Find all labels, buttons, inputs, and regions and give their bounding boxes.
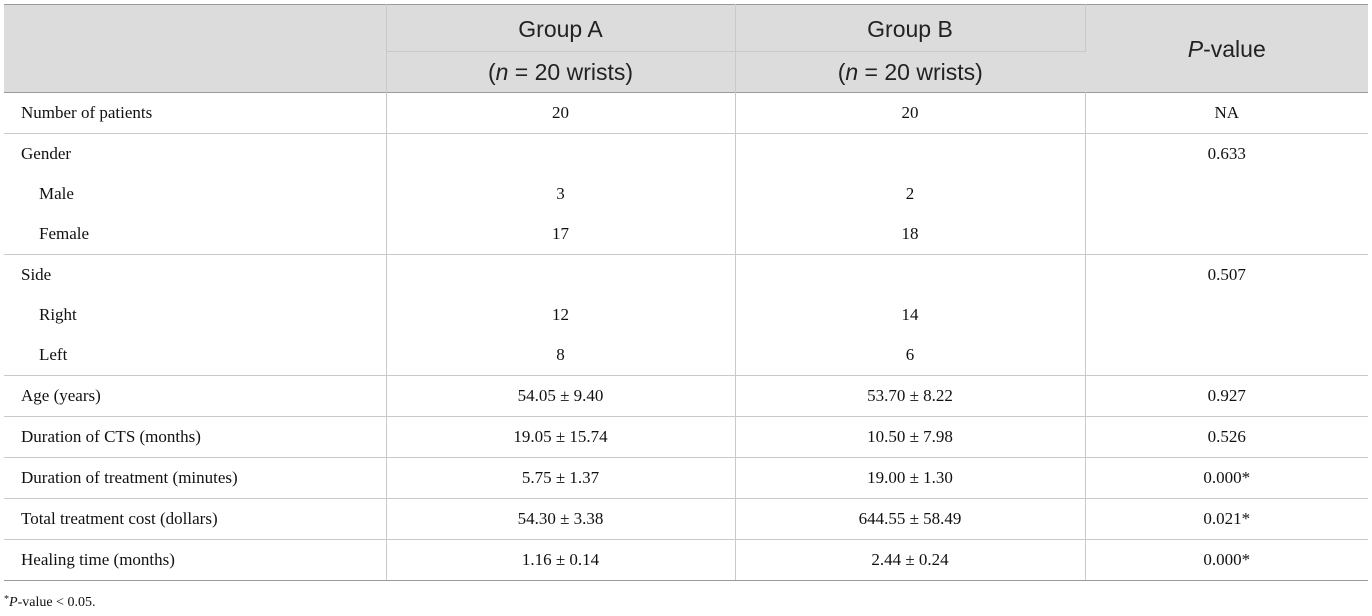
table-body: Number of patients 20 20 NA Gender 0.633… xyxy=(4,92,1368,581)
row-label: Left xyxy=(4,335,387,376)
cell-group-a: 3 xyxy=(386,174,736,214)
cell-group-b: 20 xyxy=(735,92,1086,134)
row-label: Gender xyxy=(4,133,387,174)
row-label: Side xyxy=(4,254,387,295)
row-label: Age (years) xyxy=(4,375,387,417)
table-row: Male 3 2 xyxy=(4,174,1368,214)
table-row: Number of patients 20 20 NA xyxy=(4,92,1368,134)
table-row: Duration of CTS (months) 19.05 ± 15.74 1… xyxy=(4,416,1368,458)
footnote-text: -value < 0.05. xyxy=(17,595,96,610)
row-label: Female xyxy=(4,214,387,255)
cell-group-b: 53.70 ± 8.22 xyxy=(735,375,1086,417)
row-label: Total treatment cost (dollars) xyxy=(4,498,387,540)
cell-pvalue: NA xyxy=(1085,92,1368,134)
table-row: Age (years) 54.05 ± 9.40 53.70 ± 8.22 0.… xyxy=(4,375,1368,417)
cell-pvalue xyxy=(1085,335,1368,376)
table-row: Side 0.507 xyxy=(4,254,1368,295)
header-group-b-n: (n = 20 wrists) xyxy=(735,51,1085,93)
data-table: Group A Group B P-value (n = 20 wrists) … xyxy=(4,4,1368,581)
cell-group-b: 10.50 ± 7.98 xyxy=(735,416,1086,458)
header-group-a-n-prefix: ( xyxy=(487,58,496,85)
cell-group-a: 17 xyxy=(386,214,736,255)
table-row: Right 12 14 xyxy=(4,295,1368,335)
cell-pvalue: 0.633 xyxy=(1207,144,1246,163)
cell-group-b xyxy=(735,254,1086,295)
cell-group-a: 20 xyxy=(386,92,736,134)
cell-pvalue: 0.927 xyxy=(1085,375,1368,417)
header-pvalue: P-value xyxy=(1085,4,1368,93)
cell-pvalue: 0.000* xyxy=(1085,539,1368,581)
table-container: Group A Group B P-value (n = 20 wrists) … xyxy=(4,4,1368,581)
header-group-a: Group A xyxy=(386,4,736,52)
cell-group-b: 644.55 ± 58.49 xyxy=(735,498,1086,540)
cell-group-a: 5.75 ± 1.37 xyxy=(386,457,736,499)
footnote-marker: * xyxy=(4,594,9,605)
cell-group-b: 2 xyxy=(735,174,1086,214)
cell-group-b: 14 xyxy=(735,295,1086,335)
cell-group-b: 19.00 ± 1.30 xyxy=(735,457,1086,499)
cell-group-a: 1.16 ± 0.14 xyxy=(386,539,736,581)
cell-pvalue xyxy=(1085,295,1368,335)
row-label: Duration of CTS (months) xyxy=(4,416,387,458)
table-row: Duration of treatment (minutes) 5.75 ± 1… xyxy=(4,457,1368,499)
cell-pvalue: 0.507 xyxy=(1207,265,1246,284)
cell-group-a xyxy=(386,133,736,174)
header-group-a-n: (n = 20 wrists) xyxy=(386,51,736,93)
row-label: Right xyxy=(4,295,387,335)
header-group-b-n-suffix: = 20 wrists) xyxy=(858,58,983,85)
header-empty-cell xyxy=(4,4,387,93)
cell-pvalue: 0.000* xyxy=(1085,457,1368,499)
cell-group-b: 2.44 ± 0.24 xyxy=(735,539,1086,581)
row-label: Number of patients xyxy=(4,92,387,134)
cell-group-b: 18 xyxy=(735,214,1086,255)
cell-group-a: 54.05 ± 9.40 xyxy=(386,375,736,417)
table-header: Group A Group B P-value (n = 20 wrists) … xyxy=(4,4,1368,93)
cell-group-a: 54.30 ± 3.38 xyxy=(386,498,736,540)
table-footnote: *P-value < 0.05. xyxy=(4,594,95,611)
cell-group-a xyxy=(386,254,736,295)
header-pvalue-var: P xyxy=(1187,36,1204,62)
header-group-a-n-suffix: = 20 wrists) xyxy=(508,58,634,85)
header-group-b: Group B xyxy=(735,4,1086,52)
cell-group-b: 6 xyxy=(735,335,1086,376)
cell-group-a: 12 xyxy=(386,295,736,335)
cell-pvalue xyxy=(1085,174,1368,214)
header-pvalue-suffix: -value xyxy=(1203,36,1266,62)
table-row: Left 8 6 xyxy=(4,335,1368,376)
cell-group-a: 8 xyxy=(386,335,736,376)
row-label: Duration of treatment (minutes) xyxy=(4,457,387,499)
header-group-b-n-prefix: ( xyxy=(837,58,846,85)
cell-pvalue: 0.021* xyxy=(1085,498,1368,540)
row-label: Healing time (months) xyxy=(4,539,387,581)
cell-pvalue: 0.526 xyxy=(1085,416,1368,458)
header-group-b-n-var: n xyxy=(845,58,859,85)
cell-group-a: 19.05 ± 15.74 xyxy=(386,416,736,458)
row-label: Male xyxy=(4,174,387,214)
cell-pvalue xyxy=(1085,214,1368,255)
table-row: Female 17 18 xyxy=(4,214,1368,255)
table-row: Gender 0.633 xyxy=(4,133,1368,174)
table-row: Total treatment cost (dollars) 54.30 ± 3… xyxy=(4,498,1368,540)
table-row: Healing time (months) 1.16 ± 0.14 2.44 ±… xyxy=(4,539,1368,581)
cell-group-b xyxy=(735,133,1086,174)
header-group-a-n-var: n xyxy=(495,58,509,85)
footnote-var: P xyxy=(9,595,18,610)
